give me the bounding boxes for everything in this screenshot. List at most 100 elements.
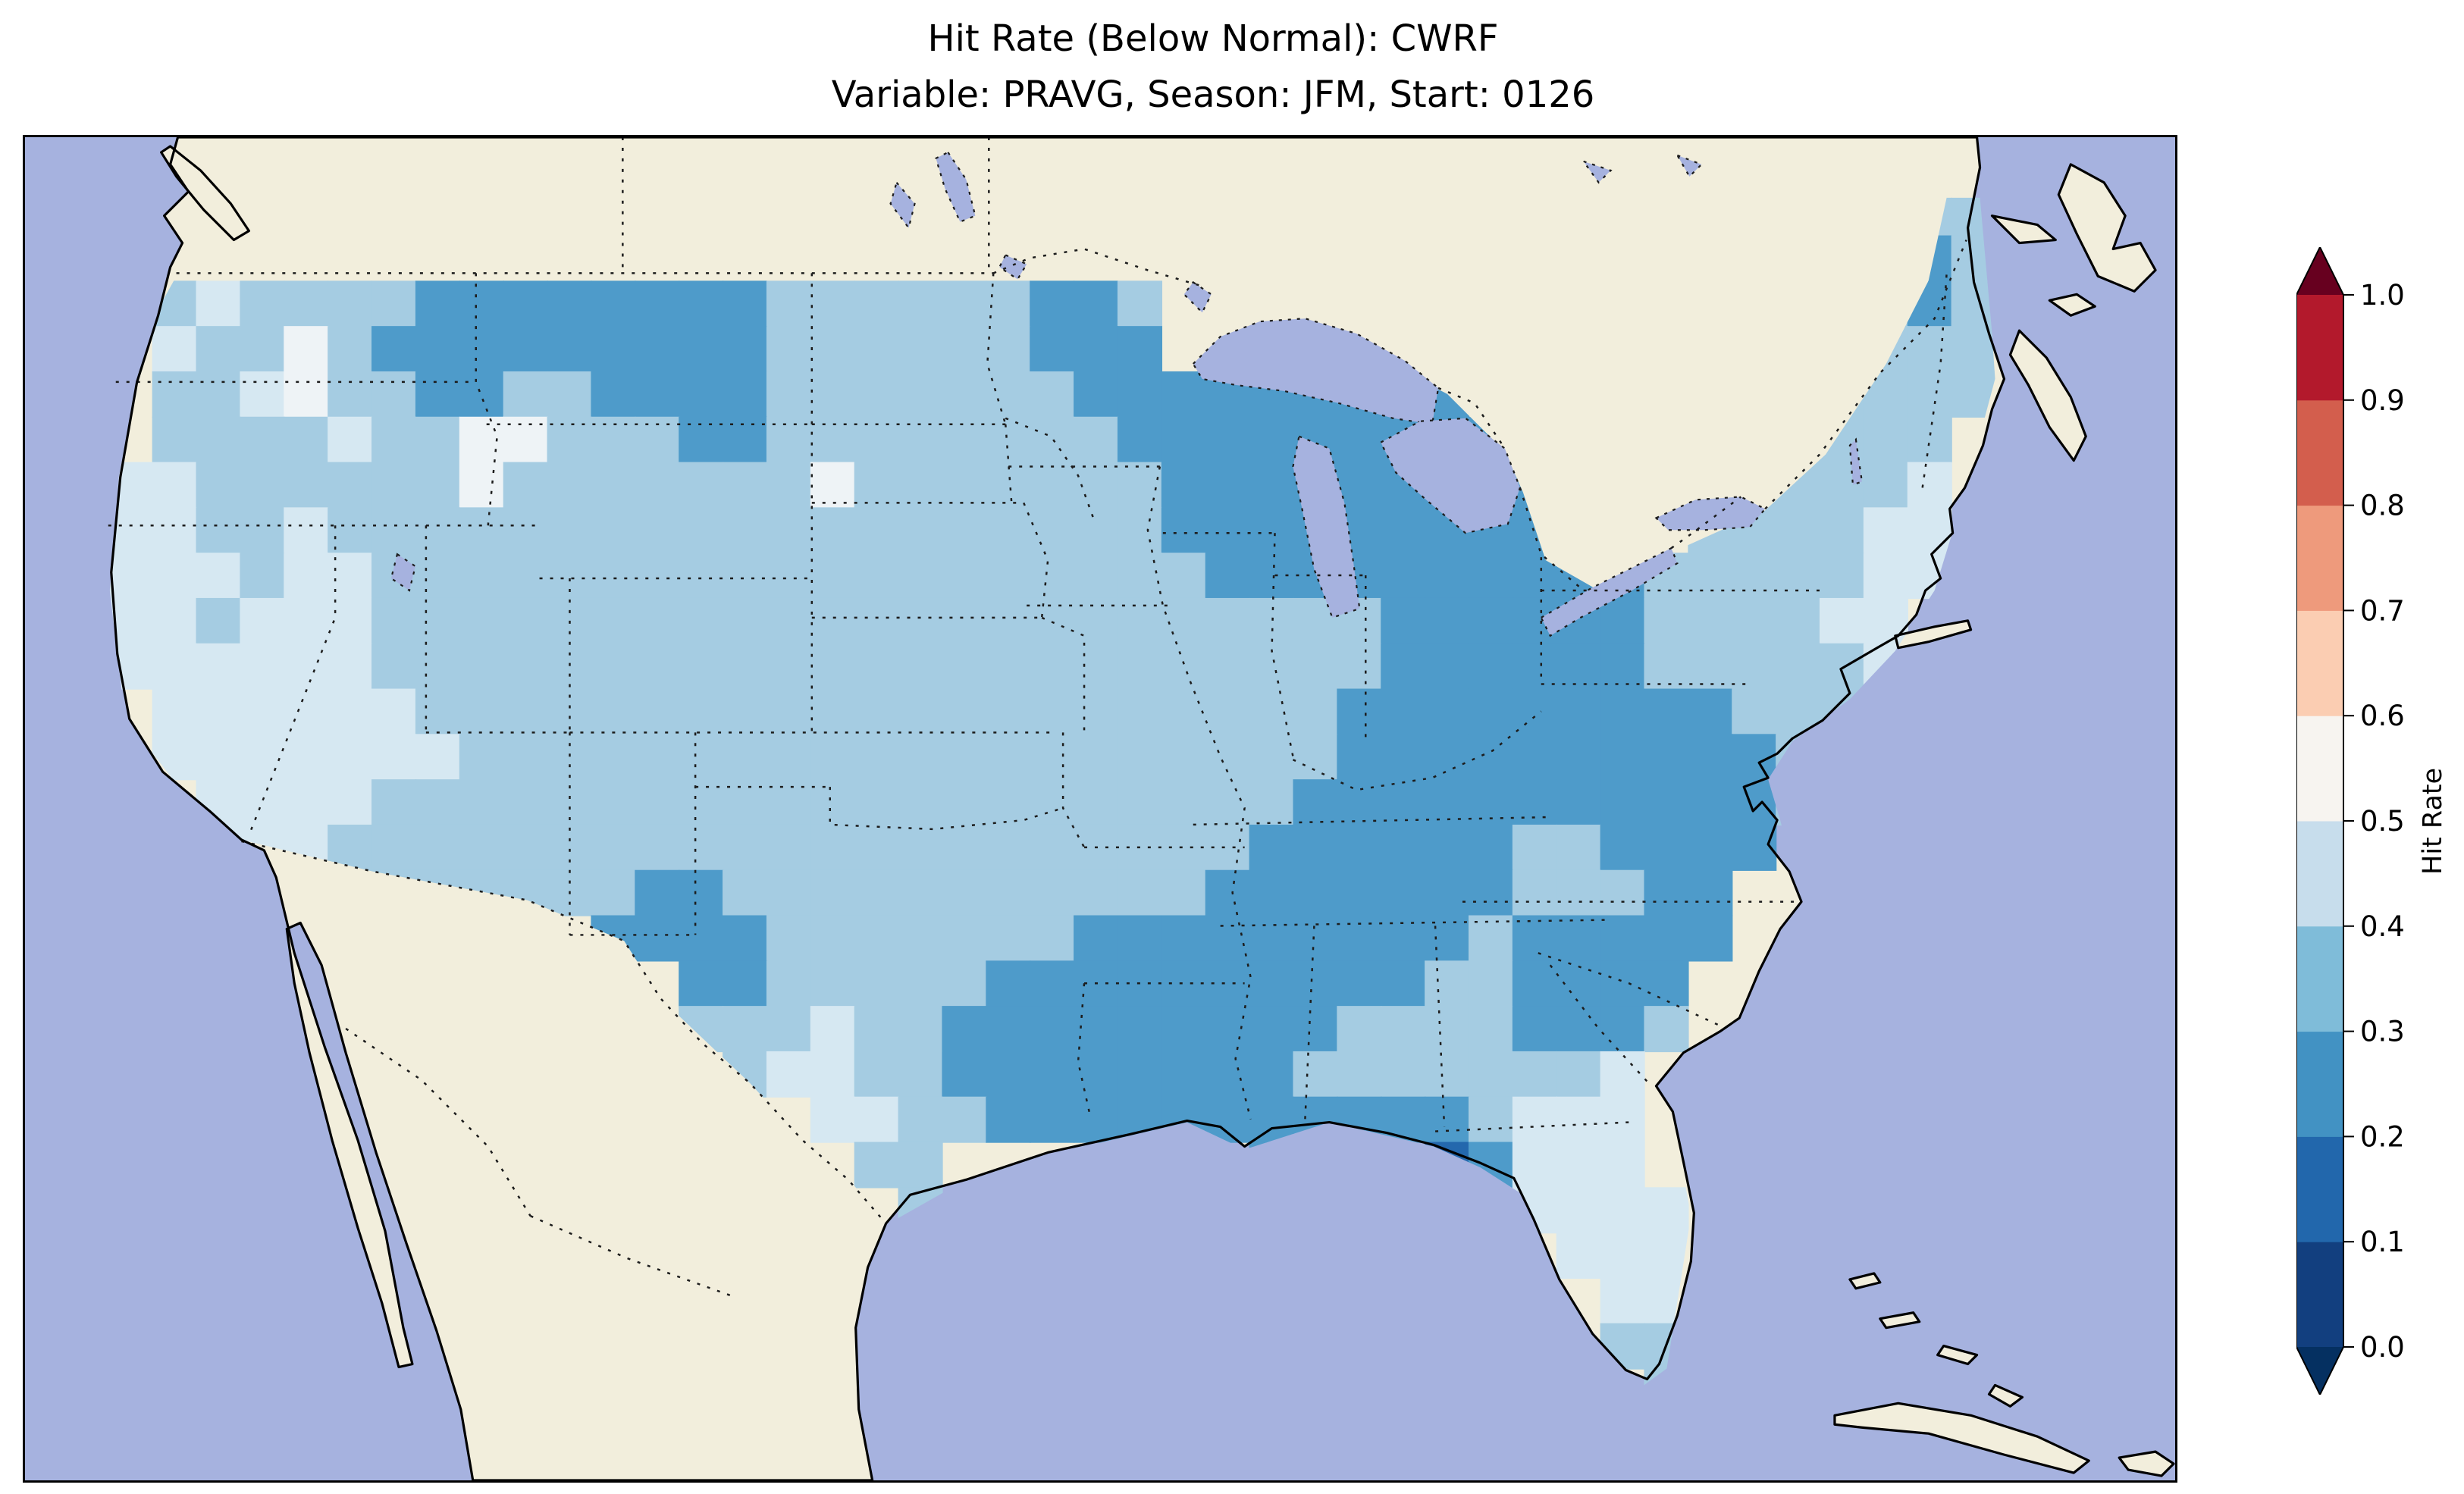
grid-cell [942, 915, 987, 962]
grid-cell [1644, 597, 1689, 644]
grid-cell [1512, 869, 1557, 916]
grid-cell [503, 734, 548, 781]
grid-cell [1512, 734, 1557, 781]
grid-cell [1337, 869, 1382, 916]
grid-cell [898, 1142, 943, 1189]
grid-cell [196, 507, 241, 554]
borders-group [108, 137, 1967, 1298]
grid-cell [898, 779, 943, 826]
grid-cell [1863, 462, 1908, 509]
grid-cell [1030, 1096, 1075, 1143]
grid-cell [1468, 1096, 1514, 1143]
grid-cell [898, 371, 943, 418]
grid-cell [240, 462, 285, 509]
grid-cell [1556, 734, 1601, 781]
grid-cell [810, 597, 855, 644]
colorbar-segment [2296, 716, 2343, 822]
grid-cell [810, 553, 855, 600]
lake-nipigon [1183, 280, 1213, 315]
grid-cell [898, 1051, 943, 1098]
grid-cell [766, 371, 812, 418]
grid-cell [1688, 915, 1733, 962]
grid-cell [942, 597, 987, 644]
grid-cell [1468, 960, 1514, 1007]
grid-cell [284, 371, 329, 418]
grid-cell [635, 734, 680, 781]
grid-cell [635, 824, 680, 871]
state-border-mn-sd [1005, 424, 1013, 503]
grid-cell [1337, 416, 1382, 463]
grid-cell [1074, 371, 1119, 418]
grid-cell [240, 416, 285, 463]
grid-cell [723, 416, 768, 463]
grid-cell [1512, 1051, 1557, 1098]
grid-cell [723, 643, 768, 690]
grid-cell [898, 734, 943, 781]
grid-cell [371, 416, 417, 463]
grid-cell [1688, 734, 1733, 781]
grid-cell [459, 507, 504, 554]
vancouver-island [161, 146, 249, 240]
grid-cell [766, 1006, 812, 1053]
grid-cell [1074, 779, 1119, 826]
grid-cell [1030, 869, 1075, 916]
grid-cell [240, 643, 285, 690]
grid-cell [1468, 734, 1514, 781]
grid-cell [1600, 1277, 1645, 1324]
grid-cell [1030, 915, 1075, 962]
grid-cell [1556, 915, 1601, 962]
grid-cell [591, 416, 636, 463]
grid-cell [1512, 915, 1557, 962]
colorbar-segment [2296, 1242, 2343, 1348]
grid-cell [1293, 688, 1338, 735]
grid-cell [723, 280, 768, 327]
grid-cell [986, 1096, 1031, 1143]
grid-cell [240, 688, 285, 735]
grid-cell [1249, 507, 1294, 554]
grid-cell [1425, 597, 1470, 644]
grid-cell [1381, 1096, 1426, 1143]
grid-cell [1556, 869, 1601, 916]
grid-cell [1074, 280, 1119, 327]
grid-cell [284, 779, 329, 826]
grid-cell [1732, 779, 1777, 826]
grid-cell [766, 507, 812, 554]
grid-cell [986, 915, 1031, 962]
grid-cell [766, 1051, 812, 1098]
grid-cell [547, 734, 592, 781]
colorbar-extend-high [2296, 247, 2343, 295]
grid-cell [1600, 779, 1645, 826]
grid-cell [1161, 688, 1206, 735]
grid-cell [1600, 1142, 1645, 1189]
grid-cell [679, 688, 724, 735]
grid-cell [986, 280, 1031, 327]
grid-cell [1556, 1096, 1601, 1143]
grid-cell [284, 326, 329, 373]
colorbar-tick-label: 0.4 [2360, 910, 2405, 943]
state-border-nc-sc [1538, 952, 1720, 1027]
grid-cell [854, 1051, 899, 1098]
grid-cell [1556, 824, 1601, 871]
grid-cell [1556, 1187, 1601, 1234]
grid-cell [1863, 507, 1908, 554]
grid-cell [1074, 915, 1119, 962]
grid-cell [1161, 507, 1206, 554]
grid-cell [679, 734, 724, 781]
grid-cell [1249, 1051, 1294, 1098]
grid-cell [459, 553, 504, 600]
grid-cell [1381, 824, 1426, 871]
grid-cell [1776, 597, 1821, 644]
grid-cell [1468, 597, 1514, 644]
grid-cell [986, 507, 1031, 554]
grid-cell [635, 869, 680, 916]
grid-cell [284, 597, 329, 644]
us-mexico-border [241, 840, 887, 1224]
grid-cell [679, 553, 724, 600]
grid-cell [591, 779, 636, 826]
grid-cell [1249, 734, 1294, 781]
state-border-ok-east [1061, 732, 1086, 848]
grid-cell [328, 779, 373, 826]
lake-huron [1379, 417, 1521, 534]
grid-cell [1161, 824, 1206, 871]
grid-cell [240, 507, 285, 554]
